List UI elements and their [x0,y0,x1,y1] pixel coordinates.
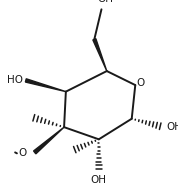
Text: OH: OH [97,0,113,4]
Text: OH: OH [91,175,107,185]
Polygon shape [34,127,64,154]
Text: OH: OH [166,122,178,132]
Text: HO: HO [7,75,23,85]
Text: O: O [18,148,26,158]
Polygon shape [93,39,107,71]
Polygon shape [25,79,66,92]
Text: O: O [137,78,145,88]
